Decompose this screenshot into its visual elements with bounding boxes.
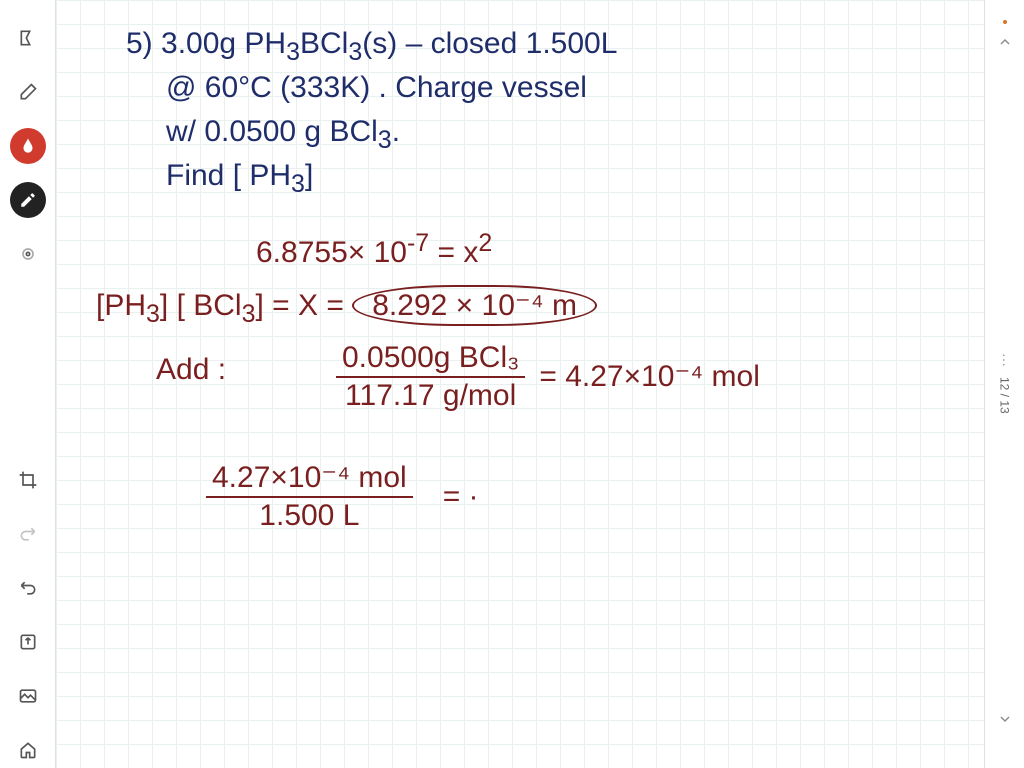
- left-toolbar: [0, 0, 56, 768]
- problem-line-2: @ 60°C (333K) . Charge vessel: [166, 70, 587, 106]
- more-icon[interactable]: ⋯: [997, 353, 1013, 369]
- image-icon[interactable]: [10, 678, 46, 714]
- work-add-label: Add :: [156, 352, 226, 388]
- problem-line-1: 5) 3.00g PH3BCl3(s) – closed 1.500L: [126, 26, 617, 67]
- ink-tool-icon[interactable]: [10, 128, 46, 164]
- status-dot-icon: [1003, 20, 1007, 24]
- redo-icon[interactable]: [10, 516, 46, 552]
- answer-circled: 8.292 × 10⁻⁴ m: [352, 285, 597, 326]
- problem-line-4: Find [ PH3]: [166, 158, 313, 199]
- work-fraction-1: 0.0500g BCl₃ 117.17 g/mol = 4.27×10⁻⁴ mo…: [336, 340, 760, 414]
- lasso-tool-icon[interactable]: [10, 20, 46, 56]
- problem-line-3: w/ 0.0500 g BCl3.: [166, 114, 400, 155]
- chevron-down-icon[interactable]: [997, 711, 1013, 732]
- pen-tool-icon[interactable]: [10, 182, 46, 218]
- share-icon[interactable]: [10, 624, 46, 660]
- undo-icon[interactable]: [10, 570, 46, 606]
- crop-icon[interactable]: [10, 462, 46, 498]
- home-icon[interactable]: [10, 732, 46, 768]
- cast-icon[interactable]: [10, 236, 46, 272]
- work-line-2: [PH3] [ BCl3] = X = 8.292 × 10⁻⁴ m: [96, 288, 597, 329]
- note-canvas[interactable]: 5) 3.00g PH3BCl3(s) – closed 1.500L @ 60…: [56, 0, 984, 768]
- page-counter: 12 / 13: [998, 377, 1012, 414]
- chevron-up-icon[interactable]: [997, 34, 1013, 55]
- eraser-icon[interactable]: [10, 74, 46, 110]
- work-fraction-2: 4.27×10⁻⁴ mol 1.500 L = ·: [206, 460, 479, 534]
- right-rail: ⋯ 12 / 13: [984, 0, 1024, 768]
- work-line-1: 6.8755× 10-7 = x2: [256, 228, 492, 271]
